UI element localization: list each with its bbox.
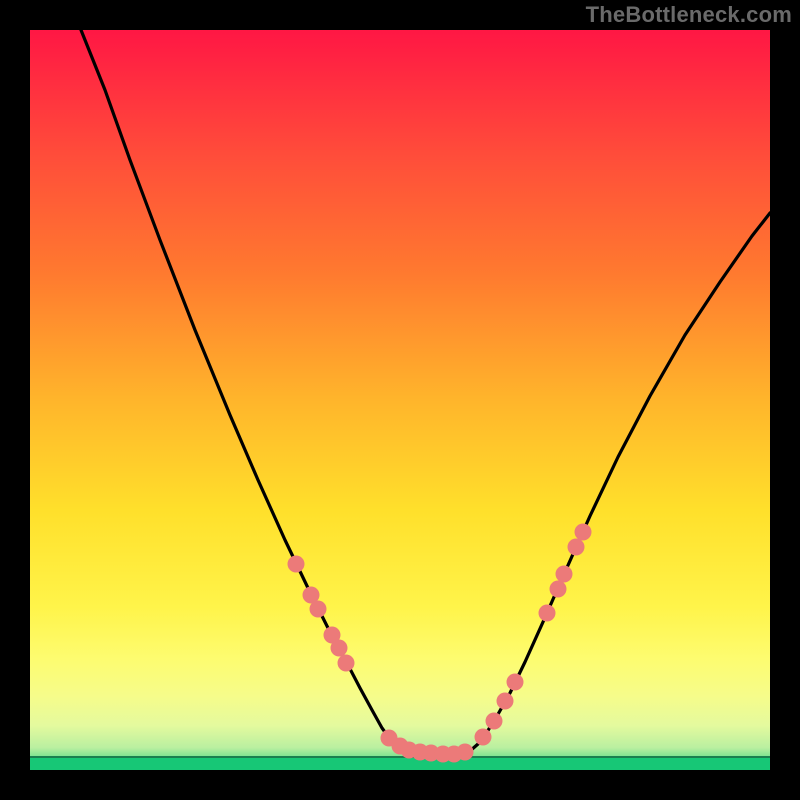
- data-marker: [457, 744, 474, 761]
- bottom-band: [30, 758, 770, 770]
- bottom-band: [30, 756, 770, 758]
- chart-svg: [0, 0, 800, 800]
- data-marker: [486, 713, 503, 730]
- data-marker: [331, 640, 348, 657]
- data-marker: [310, 601, 327, 618]
- data-marker: [497, 693, 514, 710]
- data-marker: [550, 581, 567, 598]
- data-marker: [575, 524, 592, 541]
- data-marker: [556, 566, 573, 583]
- data-marker: [507, 674, 524, 691]
- plot-background: [30, 30, 770, 770]
- data-marker: [475, 729, 492, 746]
- data-marker: [539, 605, 556, 622]
- watermark-text: TheBottleneck.com: [586, 2, 792, 28]
- data-marker: [568, 539, 585, 556]
- data-marker: [338, 655, 355, 672]
- data-marker: [288, 556, 305, 573]
